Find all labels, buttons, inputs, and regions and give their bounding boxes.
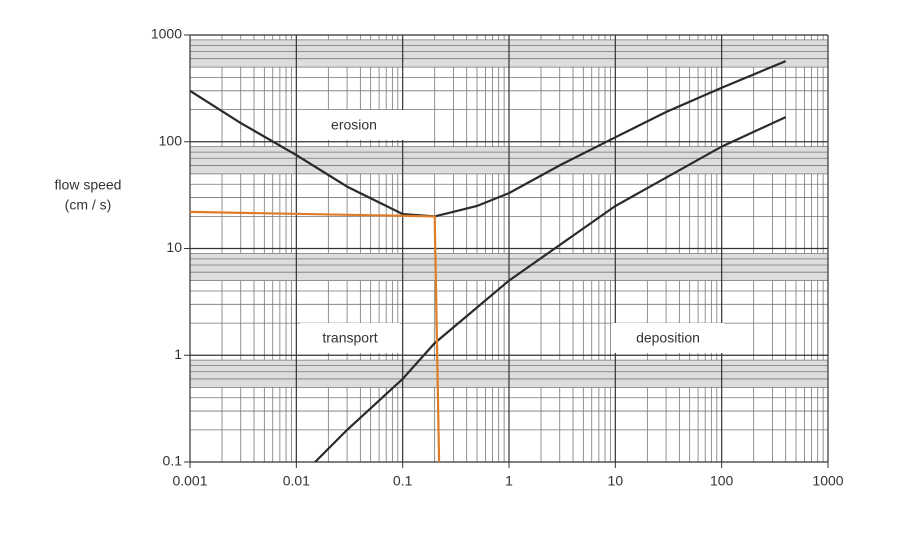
x-tick-label: 1000	[812, 473, 843, 489]
series-line	[314, 116, 787, 463]
annotation: erosion	[331, 117, 377, 133]
x-tick-label: 100	[710, 473, 734, 489]
annotation-bg	[612, 323, 724, 353]
annotation-bg	[298, 110, 410, 140]
annotation: transport	[322, 330, 377, 346]
x-tick-label: 0.1	[393, 473, 413, 489]
series-line	[189, 60, 787, 218]
x-tick-label: 0.001	[172, 473, 207, 489]
y-tick-label: 1	[174, 346, 182, 362]
x-tick-label: 10	[608, 473, 624, 489]
y-tick-label: 10	[166, 239, 182, 255]
y-axis-label: (cm / s)	[65, 197, 112, 213]
annotation-bg	[300, 323, 400, 353]
x-tick-label: 1	[505, 473, 513, 489]
y-tick-label: 0.1	[163, 453, 183, 469]
y-tick-label: 1000	[151, 26, 182, 42]
annotation: deposition	[636, 330, 700, 346]
x-tick-label: 0.01	[283, 473, 310, 489]
y-axis-label: flow speed	[55, 177, 122, 193]
series-line	[189, 210, 441, 463]
y-tick-label: 100	[159, 132, 183, 148]
